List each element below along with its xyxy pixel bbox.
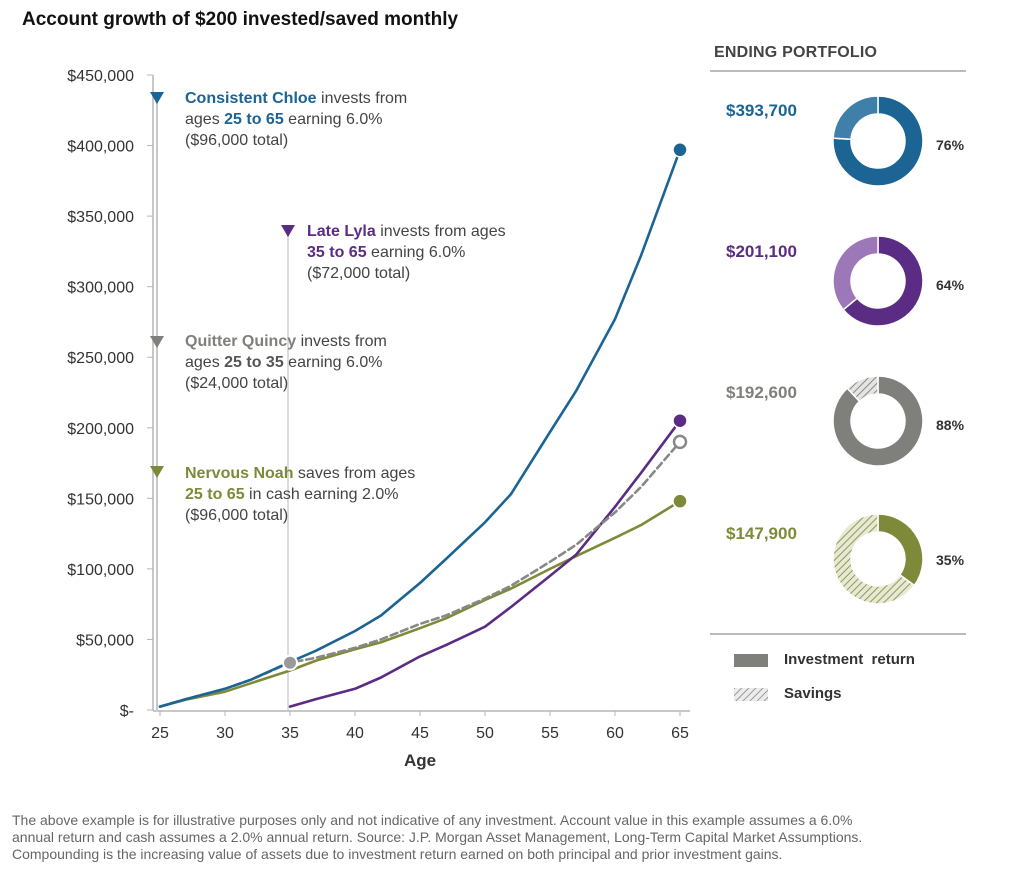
series-line-consistent-chloe: [158, 148, 682, 708]
noah-ending-value: $147,900: [726, 524, 797, 543]
end-point-nervous-noah: [672, 493, 688, 509]
donut-charts: [832, 95, 924, 605]
x-tick-label: 30: [216, 725, 234, 742]
lyla-marker-icon: [281, 225, 295, 237]
donut-savings-nervous-noah: [832, 513, 916, 605]
quincy-marker-icon: [150, 336, 164, 348]
series-line-nervous-noah: [158, 499, 682, 708]
legend-savings: Savings: [734, 685, 842, 702]
footnote: The above example is for illustrative pu…: [12, 812, 863, 862]
donut-investment-return-quitter-quincy: [832, 375, 924, 467]
x-tick-label: 40: [346, 725, 364, 742]
y-tick-label: $50,000: [76, 632, 134, 649]
x-tick-label: 55: [541, 725, 559, 742]
stop-point-quitter-quincy: [282, 654, 298, 671]
donut-savings-consistent-chloe: [832, 95, 879, 141]
x-tick-label: 50: [476, 725, 494, 742]
line-chart: $- $50,000 $100,000 $150,000 $200,000 $250,00…: [67, 68, 690, 770]
portfolio-bottom-divider: [710, 633, 966, 635]
annotation-lyla: Late Lyla invests from ages 35 to 65 ear…: [307, 223, 506, 282]
x-tick-label: 25: [151, 725, 169, 742]
end-point-consistent-chloe: [672, 142, 688, 158]
chloe-return-pct: 76%: [936, 137, 965, 153]
quincy-return-pct: 88%: [936, 417, 965, 433]
x-tick-label: 35: [281, 725, 299, 742]
chloe-ending-value: $393,700: [726, 101, 797, 120]
portfolio-top-divider: [710, 70, 966, 72]
ending-portfolio-heading: ENDING PORTFOLIO: [714, 44, 878, 61]
y-tick-label: $250,000: [67, 350, 134, 367]
y-tick-label: $100,000: [67, 562, 134, 579]
end-point-quitter-quincy: [672, 434, 688, 450]
y-tick-label: $300,000: [67, 280, 134, 297]
savings-swatch-icon: [734, 687, 768, 701]
series-line-late-lyla: [288, 419, 682, 708]
chloe-marker-icon: [150, 92, 164, 104]
noah-marker-icon: [150, 466, 164, 478]
end-point-late-lyla: [672, 412, 688, 429]
x-tick-label: 60: [606, 725, 624, 742]
y-tick-label: $400,000: [67, 139, 134, 156]
x-axis-label: Age: [404, 751, 436, 770]
lyla-ending-value: $201,100: [726, 242, 797, 261]
y-tick-label: $150,000: [67, 491, 134, 508]
annotation-noah: Nervous Noah saves from ages 25 to 65 in…: [185, 465, 416, 524]
chart-title: Account growth of $200 invested/saved mo…: [22, 9, 459, 30]
y-tick-label: $350,000: [67, 209, 134, 226]
x-tick-label: 65: [671, 725, 689, 742]
investment-return-swatch-icon: [734, 653, 768, 667]
annotation-chloe: Consistent Chloe invests from ages 25 to…: [185, 90, 408, 149]
x-tick-label: 45: [411, 725, 429, 742]
donut-investment-return-consistent-chloe: [832, 95, 924, 187]
donut-investment-return-late-lyla: [842, 235, 924, 327]
annotation-quincy: Quitter Quincy invests from ages 25 to 3…: [185, 333, 387, 392]
y-tick-label: $450,000: [67, 68, 134, 85]
quincy-ending-value: $192,600: [726, 383, 797, 402]
series-line-quitter-quincy: [158, 440, 682, 708]
donut-savings-late-lyla: [832, 235, 879, 311]
legend-investment-return: Investment return: [734, 651, 915, 668]
y-tick-label: $-: [120, 703, 134, 720]
y-tick-label: $200,000: [67, 421, 134, 438]
donut-savings-quitter-quincy: [846, 375, 879, 403]
noah-return-pct: 35%: [936, 552, 965, 568]
lyla-return-pct: 64%: [936, 277, 965, 293]
